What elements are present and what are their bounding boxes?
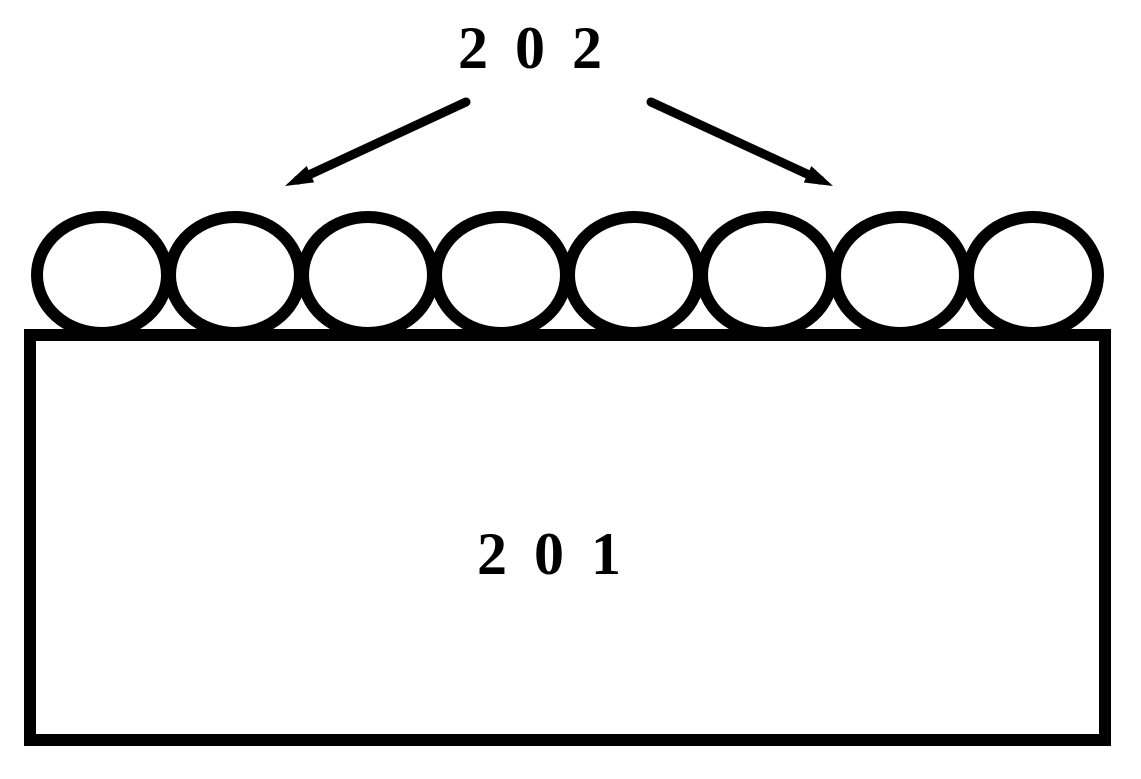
sphere: [702, 217, 832, 333]
sphere: [37, 217, 167, 333]
label-inside: 2 0 1: [477, 520, 627, 589]
sphere: [569, 217, 699, 333]
spheres-row: [37, 217, 1098, 333]
sphere: [968, 217, 1098, 333]
sphere: [436, 217, 566, 333]
arrow-line: [651, 102, 820, 180]
arrow-head: [285, 166, 314, 186]
diagram-stage: 2 0 2 2 0 1: [0, 0, 1141, 774]
arrow-line: [298, 102, 466, 180]
arrow-head: [804, 166, 833, 186]
sphere: [835, 217, 965, 333]
diagram-svg: [0, 0, 1141, 774]
label-top: 2 0 2: [458, 14, 608, 83]
arrows-group: [285, 102, 833, 186]
sphere: [303, 217, 433, 333]
sphere: [170, 217, 300, 333]
